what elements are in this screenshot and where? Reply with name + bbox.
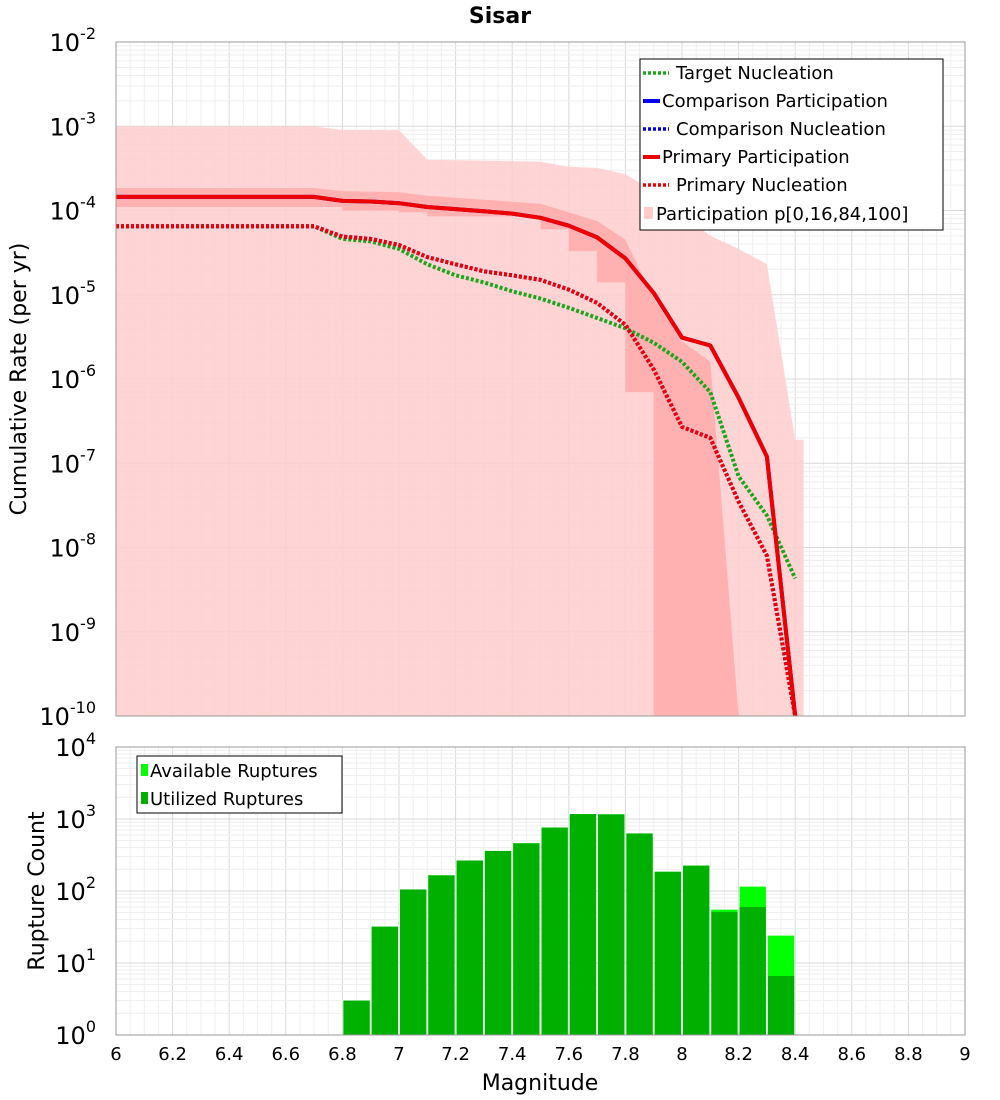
top-y-axis-label: Cumulative Rate (per yr): [7, 243, 32, 516]
bar-utilized-ruptures: [569, 814, 597, 1035]
bar-utilized-ruptures: [428, 875, 455, 1035]
bar-utilized-ruptures: [371, 926, 398, 1035]
bar-utilized-ruptures: [711, 912, 738, 1035]
bar-utilized-ruptures: [598, 814, 625, 1035]
y-tick-label: 10-3: [50, 108, 97, 141]
legend-swatch-utilized-ruptures: [141, 792, 148, 804]
y-tick-label: 100: [55, 1017, 96, 1050]
y-tick-label: 104: [55, 729, 96, 762]
x-tick-label: 7.8: [611, 1044, 640, 1065]
top-lines: [116, 194, 798, 717]
bar-utilized-ruptures: [513, 843, 540, 1035]
legend-label-primary-participation: Primary Participation: [662, 147, 850, 168]
chart-title: Sisar: [469, 4, 531, 29]
bar-utilized-ruptures: [343, 1000, 370, 1035]
legend-label-primary-nucleation: Primary Nucleation: [676, 175, 848, 196]
x-tick-label: 9: [959, 1044, 970, 1065]
x-tick-label: 6.4: [215, 1044, 244, 1065]
band-16-84-percentile: [116, 188, 748, 716]
legend-label-participation-band: Participation p[0,16,84,100]: [656, 204, 908, 225]
x-tick-label: 8.6: [837, 1044, 866, 1065]
x-tick-label: 8.2: [724, 1044, 753, 1065]
x-tick-label: 7.2: [441, 1044, 470, 1065]
x-tick-labels: 6 6.2 6.4 6.6 6.8 7 7.2 7.4 7.6 7.8 8 8.2 8.4 8.6 8.8 9: [110, 1044, 970, 1065]
top-plot-frame: [115, 41, 966, 717]
top-y-tick-labels: 10-2 10-3 10-4 10-5 10-6 10-7 10-8 10-9 10-10: [39, 24, 96, 731]
x-tick-label: 6.8: [328, 1044, 357, 1065]
legend-label-available-ruptures: Available Ruptures: [150, 761, 318, 782]
top-legend-box: [639, 58, 944, 231]
y-tick-label: 10-9: [50, 614, 97, 647]
series-line-primary-nucleation: [116, 224, 798, 717]
bar-utilized-ruptures: [654, 871, 681, 1035]
bar-utilized-ruptures: [626, 833, 653, 1035]
legend-label-utilized-ruptures: Utilized Ruptures: [150, 789, 303, 810]
x-tick-label: 6.6: [271, 1044, 300, 1065]
x-tick-label: 8.8: [894, 1044, 923, 1065]
y-tick-label: 10-10: [39, 698, 96, 731]
top-legend: Target Nucleation Comparison Participati…: [639, 58, 944, 231]
bar-utilized-ruptures: [739, 906, 766, 1035]
bottom-legend: Available Ruptures Utilized Ruptures: [136, 755, 343, 814]
x-tick-label: 6.2: [158, 1044, 187, 1065]
x-tick-label: 8.4: [781, 1044, 810, 1065]
y-tick-label: 102: [55, 873, 96, 906]
x-axis-label: Magnitude: [482, 1071, 599, 1096]
y-tick-label: 10-5: [50, 277, 97, 310]
bar-utilized-ruptures: [400, 889, 427, 1035]
legend-label-target-nucleation: Target Nucleation: [675, 63, 834, 84]
bottom-y-tick-labels: 104 103 102 101 100: [55, 729, 96, 1050]
series-line-primary-participation: [116, 194, 798, 717]
y-tick-label: 10-2: [50, 24, 97, 57]
x-tick-label: 7.6: [554, 1044, 583, 1065]
y-tick-label: 10-8: [50, 530, 97, 563]
legend-label-comparison-nucleation: Comparison Nucleation: [676, 119, 886, 140]
bar-utilized-ruptures: [456, 860, 483, 1035]
y-tick-label: 10-7: [50, 445, 97, 478]
y-tick-label: 10-6: [50, 361, 97, 394]
bar-utilized-ruptures: [484, 850, 512, 1035]
x-tick-label: 6: [110, 1044, 121, 1065]
y-tick-label: 10-4: [50, 193, 97, 226]
bar-utilized-ruptures: [541, 827, 568, 1035]
top-panel: 10-2 10-3 10-4 10-5 10-6 10-7 10-8 10-9 10-10 Cu…: [7, 24, 966, 731]
top-bands: [116, 126, 804, 717]
y-tick-label: 103: [55, 801, 96, 834]
bottom-plot-frame: [115, 746, 966, 1036]
bar-utilized-ruptures: [767, 975, 795, 1035]
legend-label-comparison-participation: Comparison Participation: [662, 91, 888, 112]
bottom-bars: [343, 814, 795, 1035]
y-tick-label: 101: [55, 945, 96, 978]
bottom-panel: 104 103 102 101 100 Rupture Count Available …: [25, 729, 971, 1096]
x-tick-label: 7: [393, 1044, 404, 1065]
bottom-y-axis-label: Rupture Count: [25, 811, 50, 971]
bar-utilized-ruptures: [683, 865, 710, 1035]
bottom-legend-box: [136, 755, 343, 814]
x-tick-label: 8: [676, 1044, 687, 1065]
legend-swatch-available-ruptures: [141, 764, 148, 776]
x-tick-label: 7.4: [498, 1044, 527, 1065]
legend-swatch-participation-band: [644, 207, 653, 219]
